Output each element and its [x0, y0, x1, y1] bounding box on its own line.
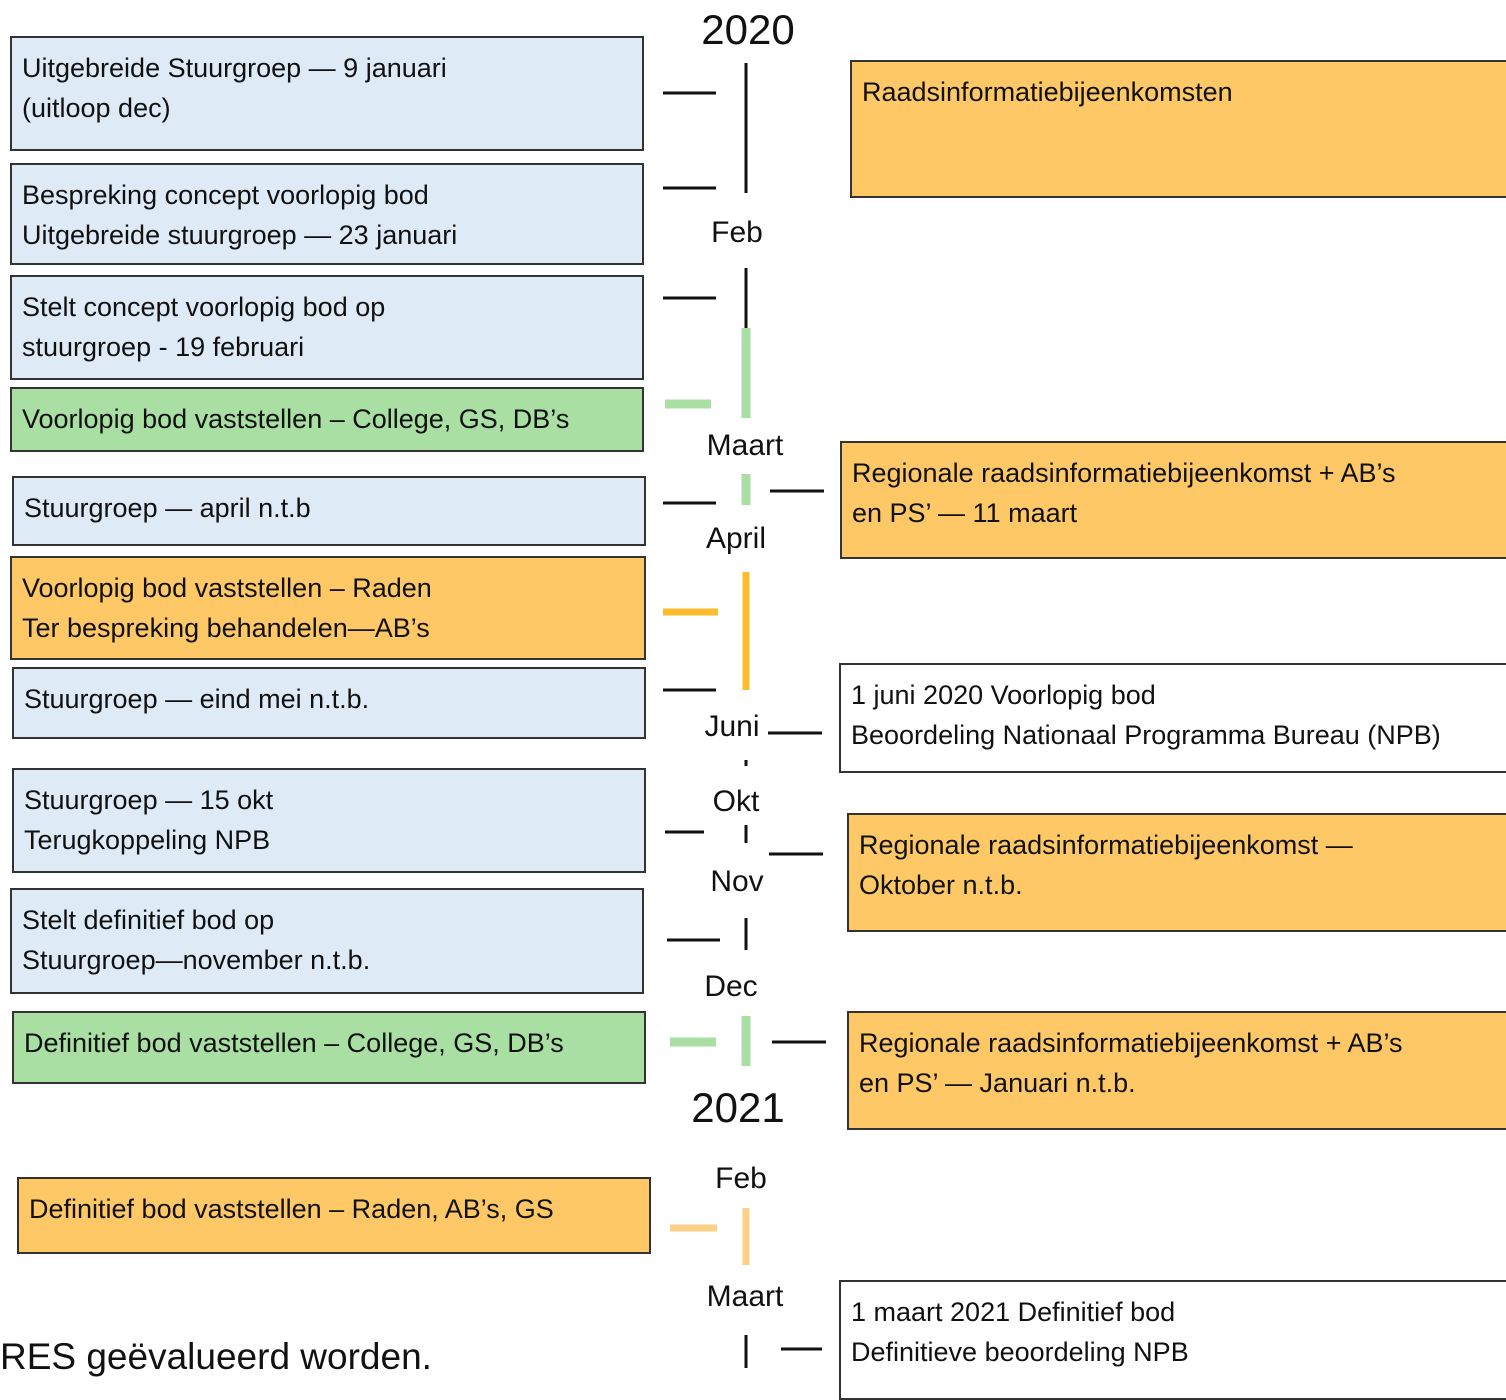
right-box: 1 maart 2021 Definitief bod Definitieve b…	[839, 1280, 1506, 1400]
right-box: 1 juni 2020 Voorlopig bod Beoordeling Nat…	[839, 663, 1506, 773]
box-line: Voorlopig bod vaststellen – College, GS,…	[22, 404, 570, 434]
left-box: Stelt definitief bod op Stuurgroep—novemb…	[10, 888, 644, 994]
timeline-label: Feb	[711, 216, 763, 249]
box-line: Stuurgroep — 15 okt	[24, 785, 274, 815]
box-line: Stelt concept voorlopig bod op	[22, 292, 386, 322]
box-line: (uitloop dec)	[22, 93, 171, 123]
box-line: 1 juni 2020 Voorlopig bod	[851, 680, 1156, 710]
box-line: Stelt definitief bod op	[22, 905, 275, 935]
timeline-label: 2021	[691, 1084, 785, 1131]
box-line: en PS’ — 11 maart	[852, 498, 1078, 528]
timeline-label: Juni	[704, 710, 760, 743]
timeline-label: Maart	[706, 1280, 784, 1313]
timeline-label: Feb	[715, 1162, 767, 1195]
box-line: Oktober n.t.b.	[859, 870, 1023, 900]
right-box: Raadsinformatiebijeenkomsten	[850, 60, 1506, 198]
box-line: Definitief bod vaststellen – Raden, AB’s…	[29, 1194, 554, 1224]
box-line: Stuurgroep — april n.t.b	[24, 493, 311, 523]
timeline-label: 2020	[701, 6, 795, 53]
left-box: Stelt concept voorlopig bod op stuurgroep…	[10, 275, 644, 380]
box-line: 1 maart 2021 Definitief bod	[851, 1297, 1176, 1327]
left-box: Stuurgroep — eind mei n.t.b.	[12, 667, 646, 739]
box-line: Uitgebreide Stuurgroep — 9 januari	[22, 53, 447, 83]
left-box: Uitgebreide Stuurgroep — 9 januari (uitlo…	[10, 36, 644, 151]
left-box: Voorlopig bod vaststellen – College, GS,…	[10, 387, 644, 452]
box-line: en PS’ — Januari n.t.b.	[859, 1068, 1136, 1098]
left-box: Voorlopig bod vaststellen – Raden Ter bes…	[10, 556, 646, 660]
box-line: Ter bespreking behandelen—AB’s	[22, 613, 430, 643]
right-box: Regionale raadsinformatiebijeenkomst — Ok…	[847, 813, 1506, 932]
footer-text: RES geëvalueerd worden.	[0, 1336, 432, 1377]
box-line: Voorlopig bod vaststellen – Raden	[22, 573, 432, 603]
left-box: Definitief bod vaststellen – Raden, AB’s…	[17, 1177, 651, 1254]
box-line: Stuurgroep — eind mei n.t.b.	[24, 684, 370, 714]
right-box: Regionale raadsinformatiebijeenkomst + A…	[840, 441, 1506, 559]
right-box: Regionale raadsinformatiebijeenkomst + A…	[847, 1011, 1506, 1130]
timeline-label: Okt	[712, 785, 760, 818]
timeline-label: April	[705, 522, 767, 555]
box-line: Regionale raadsinformatiebijeenkomst + A…	[859, 1028, 1403, 1058]
box-line: Regionale raadsinformatiebijeenkomst —	[859, 830, 1353, 860]
left-box: Stuurgroep — 15 okt Terugkoppeling NPB	[12, 768, 646, 873]
timeline-label: Nov	[710, 865, 764, 898]
timeline-label: Dec	[704, 970, 758, 1003]
box-line: Uitgebreide stuurgroep — 23 januari	[22, 220, 458, 250]
box-line: Definitieve beoordeling NPB	[851, 1337, 1189, 1367]
box-line: Regionale raadsinformatiebijeenkomst + A…	[852, 458, 1396, 488]
box-line: Stuurgroep—november n.t.b.	[22, 945, 371, 975]
box-line: Terugkoppeling NPB	[24, 825, 271, 855]
left-box: Bespreking concept voorlopig bod Uitgebre…	[10, 163, 644, 265]
left-box: Definitief bod vaststellen – College, GS…	[12, 1011, 646, 1084]
box-line: Bespreking concept voorlopig bod	[22, 180, 429, 210]
timeline-label: Maart	[706, 429, 784, 462]
box-line: stuurgroep - 19 februari	[22, 332, 305, 362]
box-line: Beoordeling Nationaal Programma Bureau (…	[851, 720, 1441, 750]
box-line: Raadsinformatiebijeenkomsten	[862, 77, 1233, 107]
box-line: Definitief bod vaststellen – College, GS…	[24, 1028, 564, 1058]
left-box: Stuurgroep — april n.t.b	[12, 476, 646, 546]
